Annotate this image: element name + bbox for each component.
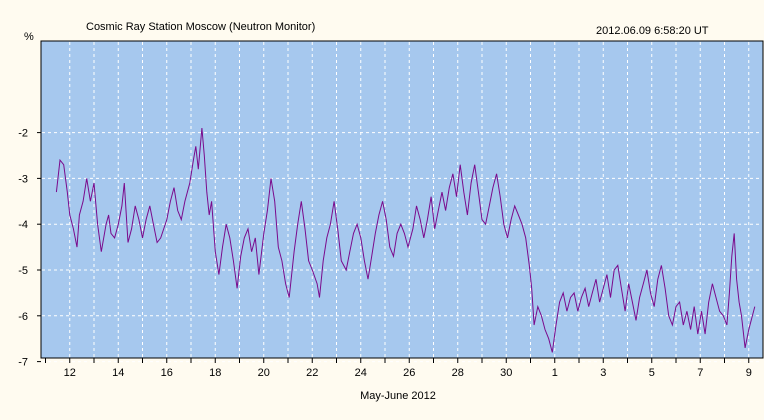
- chart-title: Cosmic Ray Station Moscow (Neutron Monit…: [86, 21, 315, 33]
- x-tick-label: 30: [500, 367, 512, 379]
- y-tick-label: -4: [18, 219, 28, 231]
- y-tick-label: -7: [18, 357, 28, 369]
- grid: [42, 42, 762, 363]
- x-tick-label: 22: [306, 367, 318, 379]
- x-axis: 12 14 16 18 20 22 24 26 28 30 1 3 5 7 9: [45, 358, 752, 379]
- x-tick-label: 28: [452, 367, 464, 379]
- timestamp: 2012.06.09 6:58:20 UT: [596, 25, 709, 37]
- x-tick-label: 18: [209, 367, 221, 379]
- y-axis-unit: %: [24, 31, 34, 43]
- x-tick-label: 1: [552, 367, 558, 379]
- x-tick-label: 12: [64, 367, 76, 379]
- x-tick-label: 5: [649, 367, 655, 379]
- x-tick-label: 26: [403, 367, 415, 379]
- x-tick-label: 7: [697, 367, 703, 379]
- x-axis-label: May-June 2012: [360, 390, 436, 402]
- y-tick-label: -2: [18, 128, 28, 140]
- x-tick-label: 3: [600, 367, 606, 379]
- x-tick-label: 16: [161, 367, 173, 379]
- series-line: [55, 127, 756, 353]
- x-tick-label: 9: [746, 367, 752, 379]
- x-tick-label: 14: [112, 367, 124, 379]
- y-axis: -2 -3 -4 -5 -6 -7: [18, 128, 41, 369]
- x-tick-label: 24: [355, 367, 367, 379]
- y-tick-label: -6: [18, 311, 28, 323]
- y-tick-label: -5: [18, 265, 28, 277]
- y-tick-label: -3: [18, 173, 28, 185]
- plot-area: [40, 40, 764, 359]
- x-tick-label: 20: [258, 367, 270, 379]
